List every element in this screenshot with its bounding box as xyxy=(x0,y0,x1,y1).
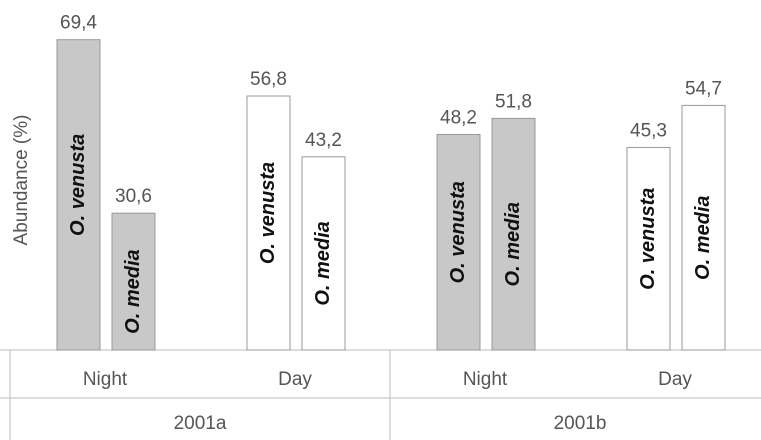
value-label: 54,7 xyxy=(685,78,722,99)
group-label: 2001b xyxy=(554,413,607,434)
bar xyxy=(111,212,156,351)
value-label: 56,8 xyxy=(250,69,287,90)
value-label: 43,2 xyxy=(305,130,342,151)
value-label: 48,2 xyxy=(440,107,477,128)
x-tick-label: Day xyxy=(278,369,312,390)
bar xyxy=(436,133,481,351)
bar xyxy=(626,146,671,351)
bar-series-label: O. venusta xyxy=(67,134,89,236)
bar-series-label: O. venusta xyxy=(257,162,279,264)
bar xyxy=(301,156,346,351)
bar-series-label: O. venusta xyxy=(447,181,469,283)
value-label: 69,4 xyxy=(60,13,97,34)
value-label: 30,6 xyxy=(115,186,152,207)
bar xyxy=(681,104,726,351)
group-label: 2001a xyxy=(174,413,227,434)
bar-series-label: O. media xyxy=(692,195,714,279)
bar-series-label: O. media xyxy=(502,202,524,286)
bar-series-label: O. media xyxy=(122,249,144,333)
x-tick-label: Night xyxy=(83,369,128,390)
bar-series-label: O. venusta xyxy=(637,188,659,290)
value-label: 45,3 xyxy=(630,120,667,141)
x-tick-label: Night xyxy=(463,369,508,390)
y-axis-label: Abundance (%) xyxy=(11,115,32,246)
value-label: 51,8 xyxy=(495,91,532,112)
bar xyxy=(56,39,101,351)
bar xyxy=(491,117,536,351)
bar-series-label: O. media xyxy=(312,221,334,305)
bar xyxy=(246,95,291,351)
x-tick-label: Day xyxy=(658,369,692,390)
